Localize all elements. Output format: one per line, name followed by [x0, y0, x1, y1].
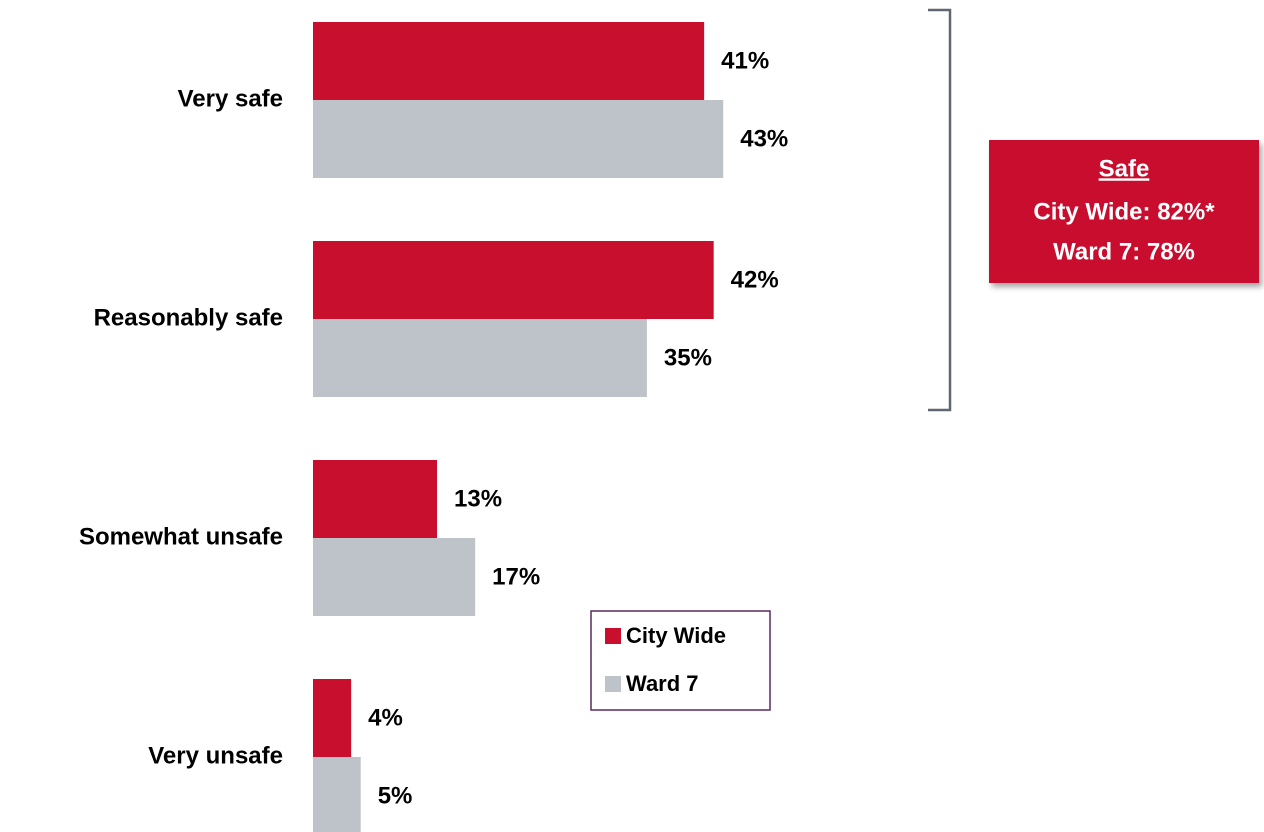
value-label: 35% [664, 344, 712, 371]
value-label: 43% [740, 125, 788, 152]
legend-box [590, 610, 771, 711]
value-label: 13% [454, 485, 502, 512]
value-label: 5% [378, 782, 413, 809]
bar [313, 319, 647, 397]
category-label: Somewhat unsafe [79, 523, 283, 550]
annotation-line: City Wide: 82%* [1033, 198, 1215, 225]
bar [313, 460, 438, 538]
value-label: 41% [721, 47, 769, 74]
value-label: 17% [492, 563, 540, 590]
legend-label: Ward 7 [626, 671, 699, 696]
bracket [928, 8, 952, 412]
annotation-box [989, 140, 1259, 283]
value-label: 4% [368, 704, 403, 731]
annotation-line: Ward 7: 78% [1053, 238, 1195, 265]
legend-swatch [605, 676, 621, 692]
category-label: Very safe [178, 85, 283, 112]
bar [313, 100, 724, 178]
category-label: Reasonably safe [94, 304, 283, 331]
bar [313, 679, 352, 757]
legend-label: City Wide [626, 623, 726, 648]
bar [313, 22, 705, 100]
value-label: 42% [731, 266, 779, 293]
bar [313, 757, 361, 832]
legend-swatch [605, 628, 621, 644]
category-label: Very unsafe [148, 742, 283, 769]
bar [313, 241, 714, 319]
annotation-title: Safe [1099, 155, 1150, 182]
bar [313, 538, 476, 616]
